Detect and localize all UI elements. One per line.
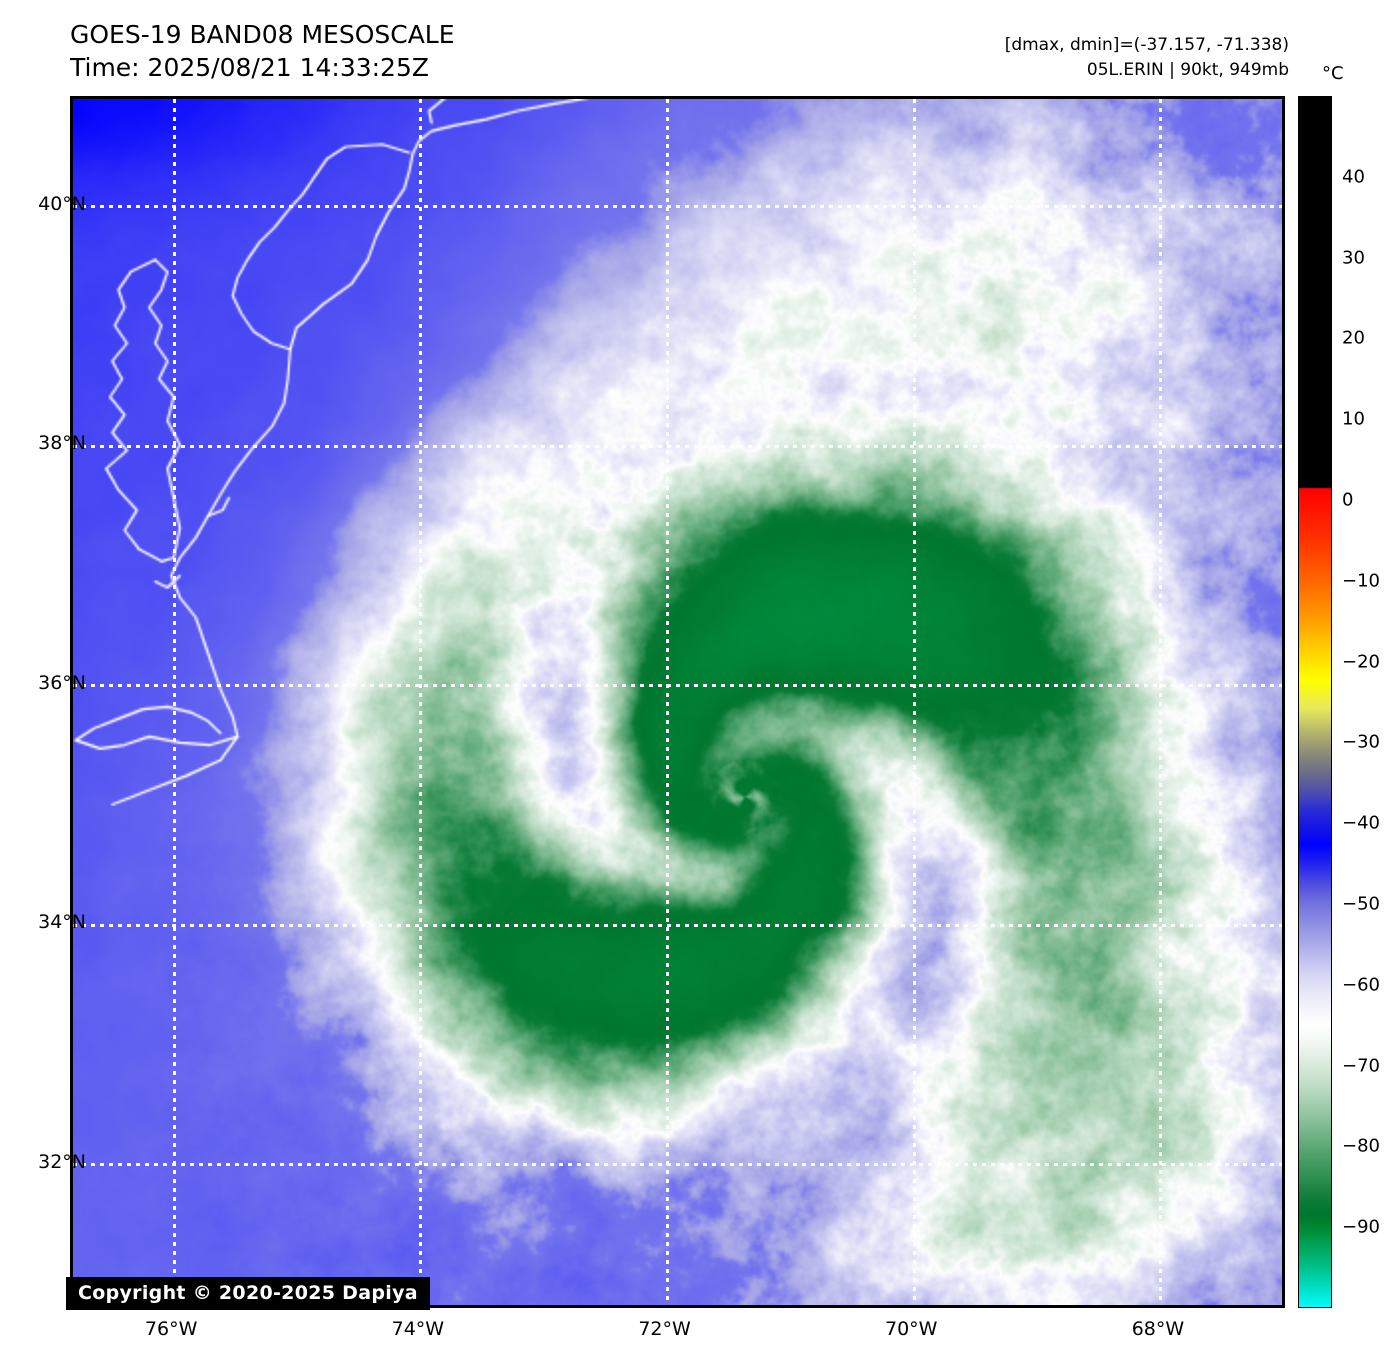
y-axis-tick-label: 34°N	[38, 911, 86, 934]
data-range-label: [dmax, dmin]=(-37.157, -71.338)	[1004, 35, 1289, 55]
satellite-image-plot	[70, 96, 1285, 1308]
colorbar-tick-label: 10	[1342, 408, 1365, 430]
colorbar-tick-label: −70	[1342, 1055, 1380, 1077]
storm-info-label: 05L.ERIN | 90kt, 949mb	[1086, 60, 1289, 80]
colorbar-tick-label: −10	[1342, 570, 1380, 592]
colorbar-tick-label: 30	[1342, 247, 1365, 269]
timestamp-label: Time: 2025/08/21 14:33:25Z	[70, 53, 429, 82]
x-axis-tick-label: 72°W	[638, 1318, 691, 1340]
colorbar-tick-label: 40	[1342, 166, 1365, 188]
x-axis-tick-label: 76°W	[144, 1318, 198, 1340]
colorbar-tick-label: −90	[1342, 1216, 1380, 1238]
colorbar-tick-label: 20	[1342, 327, 1365, 349]
colorbar-tick-label: −60	[1342, 974, 1380, 996]
colorbar-tick-label: −80	[1342, 1135, 1380, 1157]
y-axis-tick-label: 40°N	[38, 192, 86, 215]
colorbar-tick-label: −50	[1342, 893, 1380, 915]
copyright-banner: Copyright © 2020-2025 Dapiya	[66, 1277, 430, 1310]
y-axis-tick-label: 38°N	[38, 432, 86, 455]
x-axis-tick-label: 68°W	[1131, 1318, 1185, 1340]
x-axis-tick-label: 74°W	[391, 1318, 445, 1340]
metadata-block: [dmax, dmin]=(-37.157, -71.338) 05L.ERIN…	[1005, 33, 1289, 83]
colorbar-tick-label: −30	[1342, 731, 1380, 753]
colorbar-unit-label: °C	[1322, 63, 1344, 84]
y-axis-tick-label: 32°N	[38, 1150, 86, 1173]
colorbar-tick-label: −40	[1342, 812, 1380, 834]
x-axis-tick-label: 70°W	[885, 1318, 938, 1340]
page-title: GOES-19 BAND08 MESOSCALE	[70, 20, 455, 49]
y-axis-tick-label: 36°N	[38, 671, 86, 694]
temperature-colorbar	[1298, 96, 1332, 1308]
satellite-imagery-canvas	[73, 99, 1282, 1305]
title-block: GOES-19 BAND08 MESOSCALE Time: 2025/08/2…	[70, 18, 770, 84]
colorbar-tick-label: 0	[1342, 489, 1354, 511]
colorbar-tick-label: −20	[1342, 651, 1380, 673]
